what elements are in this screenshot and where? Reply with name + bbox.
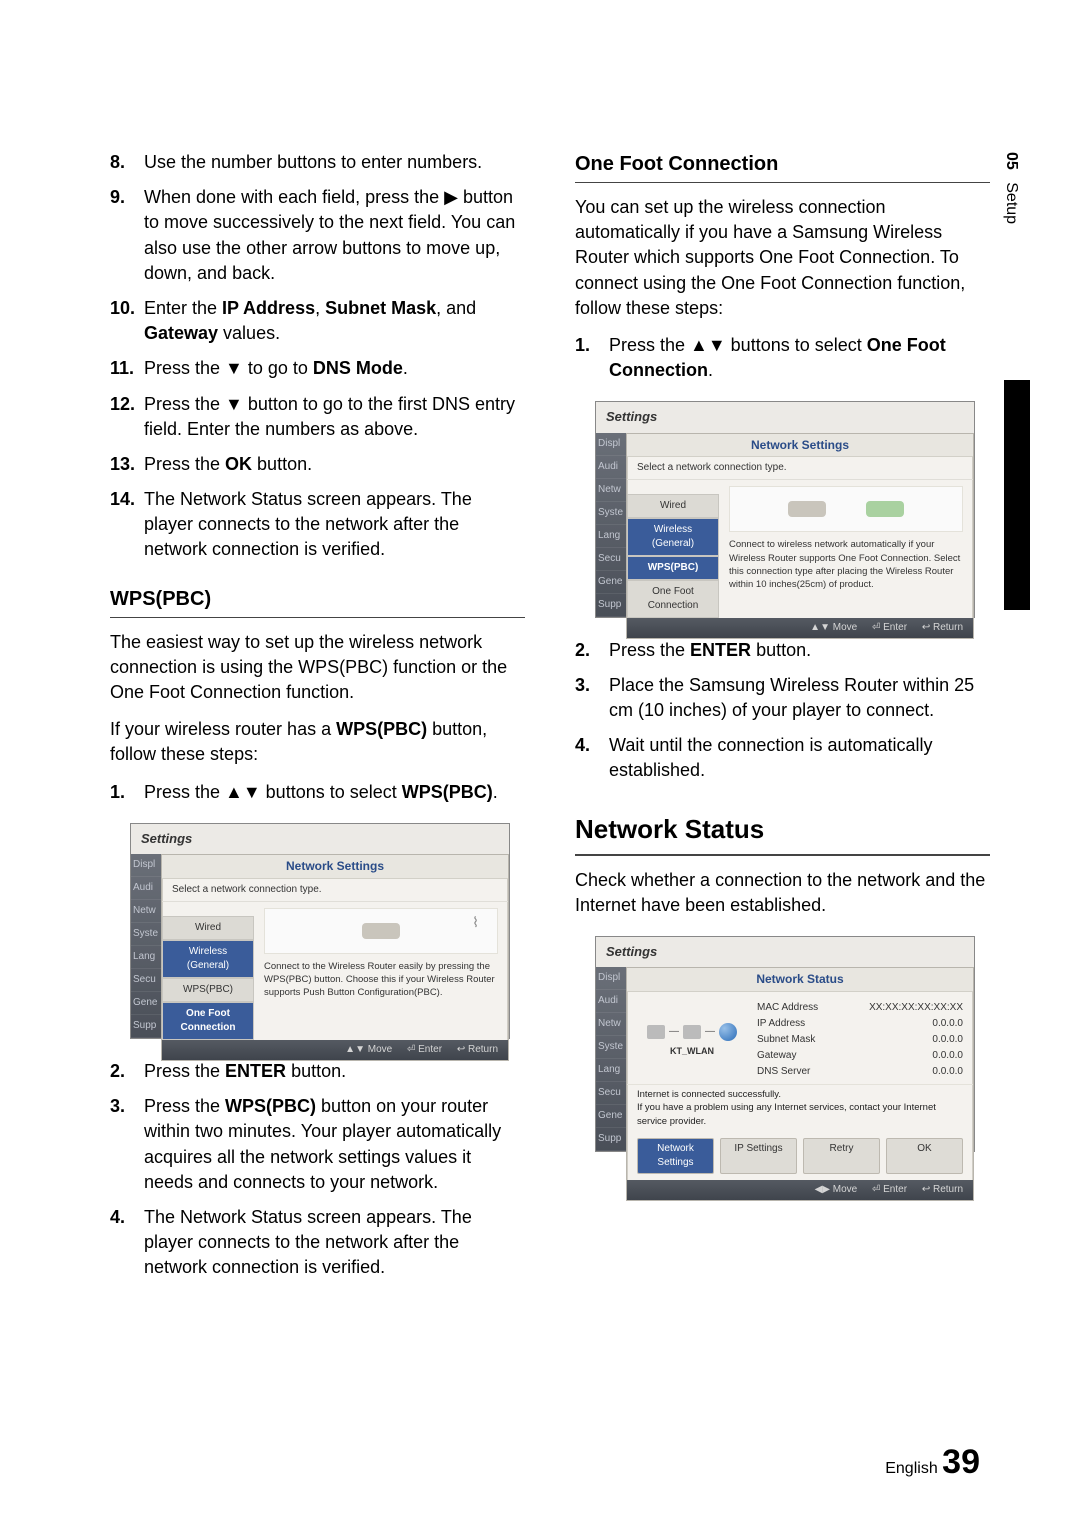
network-status-overlay: Network Status — — KT_WLAN (626, 967, 974, 1201)
instruction-list-continued: 8.Use the number buttons to enter number… (110, 150, 525, 563)
router-icon (683, 1025, 701, 1039)
network-status-dialog: Settings Displ Audi Netw Syste Lang Secu… (595, 936, 975, 1152)
option-one-foot[interactable]: One Foot Connection (627, 580, 719, 618)
thumb-tab (1004, 380, 1030, 610)
option-wireless-general[interactable]: Wireless (General) (627, 518, 719, 556)
device-icon (647, 1025, 665, 1039)
wps-heading: WPS(PBC) (110, 585, 525, 613)
status-buttons: Network Settings IP Settings Retry OK (627, 1134, 973, 1180)
ofc-description: Connect to wireless network automaticall… (729, 538, 963, 591)
connection-type-list: Wired Wireless (General) WPS(PBC) One Fo… (627, 480, 719, 618)
router-distance-illustration (729, 486, 963, 532)
connection-type-list: Wired Wireless (General) WPS(PBC) One Fo… (162, 902, 254, 1040)
wps-steps-cont: 2. Press the ENTER button. 3. Press the … (110, 1059, 525, 1281)
wps-steps: 1. Press the ▲▼ buttons to select WPS(PB… (110, 780, 525, 805)
network-kv-table: MAC AddressXX:XX:XX:XX:XX:XX IP Address0… (757, 1000, 963, 1080)
ofc-steps-cont: 2. Press the ENTER button. 3.Place the S… (575, 638, 990, 784)
globe-icon (719, 1023, 737, 1041)
ofc-dialog: Settings Displ Audi Netw Syste Lang Secu… (595, 401, 975, 617)
dialog-footer: ◀▶ Move ⏎ Enter ↩ Return (627, 1180, 973, 1200)
option-wired[interactable]: Wired (627, 494, 719, 518)
dialog-footer: ▲▼ Move ⏎ Enter ↩ Return (162, 1040, 508, 1060)
chapter-number: 05 (1003, 152, 1020, 170)
router-illustration: ⌇ (264, 908, 498, 954)
ip-settings-button[interactable]: IP Settings (720, 1138, 797, 1174)
left-column: 8.Use the number buttons to enter number… (110, 150, 525, 1290)
option-wired[interactable]: Wired (162, 916, 254, 940)
network-settings-overlay: Network Settings Select a network connec… (626, 433, 974, 640)
side-tab: 05 Setup (1002, 152, 1020, 224)
network-settings-overlay: Network Settings Select a network connec… (161, 854, 509, 1061)
option-wireless-general[interactable]: Wireless (General) (162, 940, 254, 978)
chapter-label: Setup (1003, 182, 1020, 224)
wps-description: Connect to the Wireless Router easily by… (264, 960, 498, 1000)
network-settings-button[interactable]: Network Settings (637, 1138, 714, 1174)
ok-button[interactable]: OK (886, 1138, 963, 1174)
option-one-foot[interactable]: One Foot Connection (162, 1002, 254, 1040)
option-wps-pbc[interactable]: WPS(PBC) (162, 978, 254, 1002)
dialog-footer: ▲▼ Move ⏎ Enter ↩ Return (627, 618, 973, 638)
status-message: Internet is connected successfully. If y… (627, 1084, 973, 1134)
retry-button[interactable]: Retry (803, 1138, 880, 1174)
ofc-steps: 1. Press the ▲▼ buttons to select One Fo… (575, 333, 990, 383)
network-name: KT_WLAN (670, 1045, 714, 1058)
option-wps-pbc[interactable]: WPS(PBC) (627, 556, 719, 580)
page-number: English 39 (885, 1443, 980, 1482)
connection-diagram: — — KT_WLAN (637, 1000, 747, 1080)
ofc-heading: One Foot Connection (575, 150, 990, 178)
wps-dialog: Settings Displ Audi Netw Syste Lang Secu… (130, 823, 510, 1039)
wifi-icon: ⌇ (472, 913, 479, 933)
right-column: One Foot Connection You can set up the w… (575, 150, 990, 1290)
network-status-heading: Network Status (575, 811, 990, 847)
